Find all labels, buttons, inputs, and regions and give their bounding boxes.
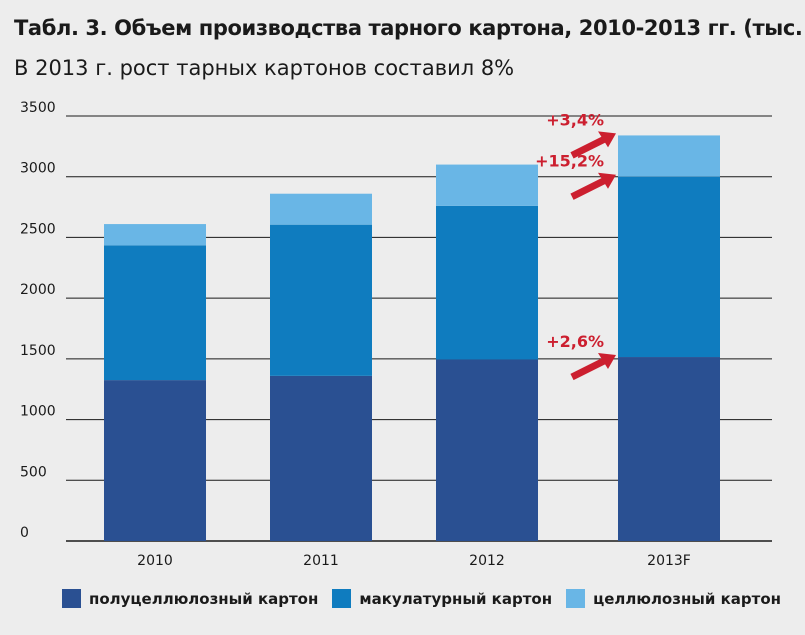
- y-tick-label: 1000: [20, 404, 56, 420]
- bar-segment: [436, 164, 538, 206]
- x-tick-label: 2011: [303, 553, 339, 569]
- legend-swatch-cellulose: [566, 589, 586, 608]
- growth-arrow-head: [598, 131, 616, 148]
- chart-title: Табл. 3. Объем производства тарного карт…: [14, 16, 805, 40]
- growth-arrow-shaft: [570, 134, 610, 159]
- growth-annotation: +15,2%: [535, 152, 604, 171]
- chart-legend: полуцеллюлозный картон макулатурный карт…: [62, 589, 795, 608]
- bar-segment: [270, 375, 372, 541]
- legend-label-cellulose: целлюлозный картон: [593, 589, 782, 608]
- chart-subtitle: В 2013 г. рост тарных картонов составил …: [14, 56, 515, 80]
- bar-segment: [618, 357, 720, 541]
- legend-item-semi: полуцеллюлозный картон: [62, 589, 318, 608]
- growth-arrow-shaft: [570, 355, 610, 381]
- legend-label-waste: макулатурный картон: [359, 589, 553, 608]
- y-tick-label: 3500: [20, 100, 56, 116]
- y-tick-label: 1500: [20, 343, 56, 359]
- bar-segment: [618, 135, 720, 177]
- legend-swatch-waste: [332, 589, 352, 608]
- bar-segment: [270, 193, 372, 225]
- growth-annotation: +2,6%: [546, 332, 604, 351]
- x-tick-label: 2013F: [647, 553, 691, 569]
- y-tick-label: 2500: [20, 221, 56, 237]
- y-tick-label: 3000: [20, 161, 56, 177]
- stacked-bar-chart: 0 500 1000 1500 2000 2500 3000 3500 2010 2011 2012…: [20, 100, 772, 569]
- bar-segment: [104, 380, 206, 541]
- legend-item-waste: макулатурный картон: [332, 589, 552, 608]
- y-tick-label: 0: [20, 525, 29, 541]
- bar-segment: [270, 224, 372, 376]
- bar-segment: [104, 224, 206, 246]
- x-tick-label: 2012: [469, 553, 505, 569]
- bar-segment: [104, 245, 206, 381]
- bar-segment: [436, 359, 538, 541]
- y-tick-label: 2000: [20, 282, 56, 298]
- legend-label-semi: полуцеллюлозный картон: [89, 589, 319, 608]
- legend-swatch-semi: [62, 589, 81, 608]
- growth-arrow-shaft: [570, 175, 610, 200]
- legend-item-cellulose: целлюлозный картон: [566, 589, 781, 608]
- growth-arrow-head: [598, 353, 616, 370]
- bar-segment: [618, 176, 720, 358]
- bar-segment: [436, 205, 538, 360]
- growth-annotation: +3,4%: [546, 110, 604, 129]
- y-tick-label: 500: [20, 464, 47, 480]
- x-tick-label: 2010: [137, 553, 173, 569]
- growth-arrow-head: [598, 172, 616, 189]
